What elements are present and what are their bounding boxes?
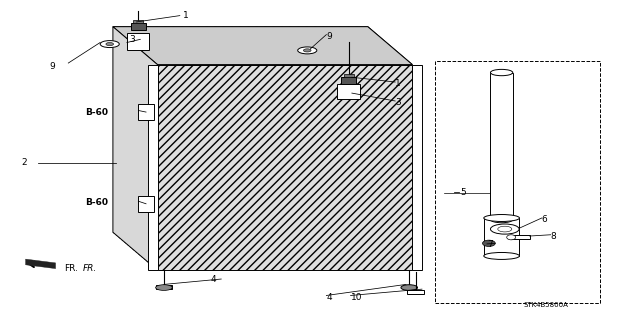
Text: 5: 5	[460, 188, 466, 197]
Text: FR.: FR.	[83, 264, 97, 273]
Bar	[138, 196, 154, 212]
Text: 3: 3	[395, 98, 401, 107]
Text: B-60: B-60	[86, 198, 109, 207]
Bar	[344, 74, 354, 77]
Ellipse shape	[401, 285, 417, 290]
Ellipse shape	[484, 252, 520, 259]
Ellipse shape	[507, 235, 516, 240]
Bar	[127, 33, 149, 50]
Bar	[484, 218, 520, 256]
Text: FR.: FR.	[64, 264, 77, 273]
Ellipse shape	[303, 49, 311, 52]
Bar	[138, 104, 154, 120]
Text: STK4B5800A: STK4B5800A	[524, 302, 569, 308]
Text: 8: 8	[550, 232, 556, 241]
Polygon shape	[113, 27, 157, 270]
Bar	[412, 65, 422, 270]
Ellipse shape	[100, 41, 119, 48]
Text: 6: 6	[541, 215, 547, 224]
Text: 4: 4	[211, 275, 216, 284]
Bar	[435, 62, 600, 303]
Polygon shape	[157, 65, 412, 270]
Ellipse shape	[490, 216, 513, 223]
Text: 9: 9	[49, 62, 55, 71]
Text: 2: 2	[22, 158, 28, 167]
Bar	[341, 77, 356, 84]
Ellipse shape	[298, 47, 317, 54]
Text: 9: 9	[326, 32, 332, 41]
Text: 1: 1	[183, 11, 189, 20]
Ellipse shape	[106, 42, 113, 46]
Bar	[490, 72, 513, 219]
Text: 3: 3	[129, 35, 134, 44]
Bar	[131, 23, 146, 30]
Ellipse shape	[484, 214, 520, 221]
Bar	[337, 84, 360, 100]
Circle shape	[483, 240, 495, 247]
Bar	[156, 285, 172, 289]
Polygon shape	[113, 27, 412, 65]
Ellipse shape	[490, 69, 513, 76]
Bar	[133, 20, 143, 23]
Text: 10: 10	[351, 293, 362, 301]
Text: 4: 4	[326, 293, 332, 301]
Ellipse shape	[156, 285, 172, 290]
Text: B-60: B-60	[86, 108, 109, 116]
Bar	[511, 235, 531, 239]
Polygon shape	[26, 259, 56, 269]
Ellipse shape	[490, 224, 519, 234]
Bar	[407, 290, 424, 294]
Text: 1: 1	[395, 79, 401, 88]
Text: 7: 7	[487, 241, 493, 249]
Bar	[148, 65, 157, 270]
Polygon shape	[113, 27, 412, 65]
